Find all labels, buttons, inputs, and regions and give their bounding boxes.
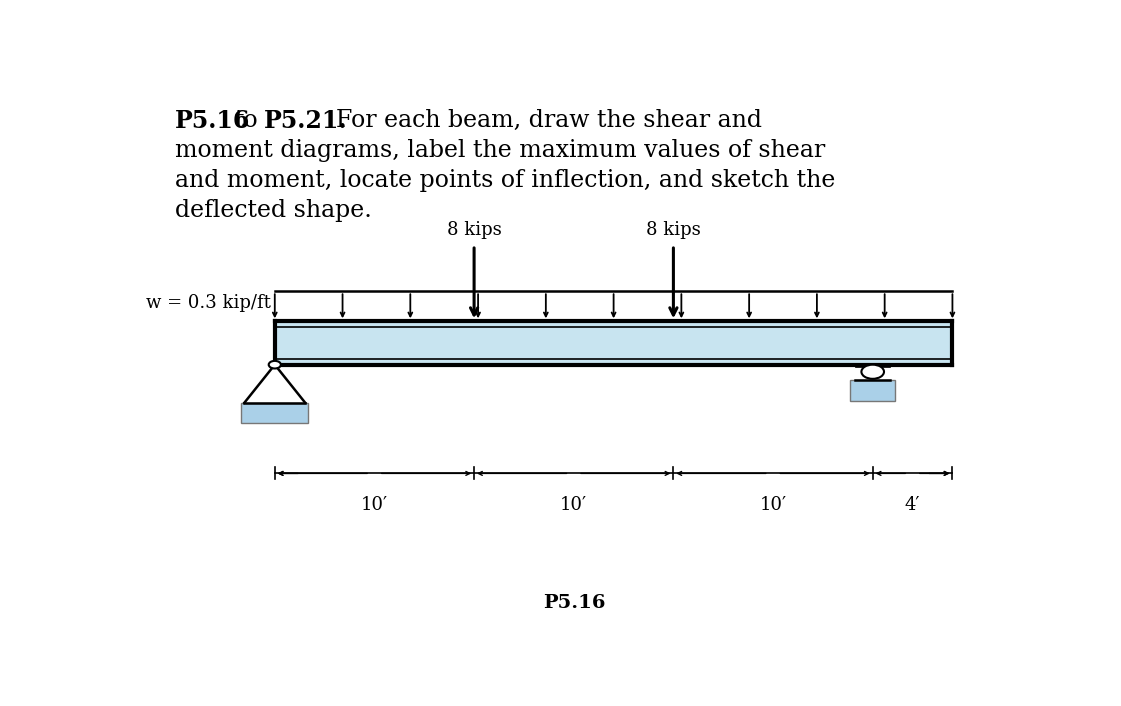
Text: 8 kips: 8 kips: [446, 220, 501, 239]
Text: 8 kips: 8 kips: [646, 220, 701, 239]
Circle shape: [861, 365, 884, 379]
Text: 10′: 10′: [361, 496, 388, 514]
Text: P5.16: P5.16: [175, 109, 250, 133]
Circle shape: [269, 361, 281, 369]
Bar: [241, 402, 308, 424]
Text: For each beam, draw the shear and: For each beam, draw the shear and: [335, 109, 761, 132]
Text: to: to: [234, 109, 259, 132]
Bar: [855, 363, 890, 367]
Bar: [275, 321, 953, 365]
Text: 10′: 10′: [560, 496, 587, 514]
Text: 10′: 10′: [760, 496, 787, 514]
Bar: [850, 380, 896, 400]
Text: and moment, locate points of inflection, and sketch the: and moment, locate points of inflection,…: [175, 169, 835, 192]
Text: moment diagrams, label the maximum values of shear: moment diagrams, label the maximum value…: [175, 139, 825, 162]
Text: deflected shape.: deflected shape.: [175, 199, 372, 222]
Text: P5.21.: P5.21.: [265, 109, 348, 133]
Text: w = 0.3 kip/ft: w = 0.3 kip/ft: [146, 294, 270, 312]
Text: P5.16: P5.16: [544, 594, 605, 612]
Text: 4′: 4′: [905, 496, 920, 514]
